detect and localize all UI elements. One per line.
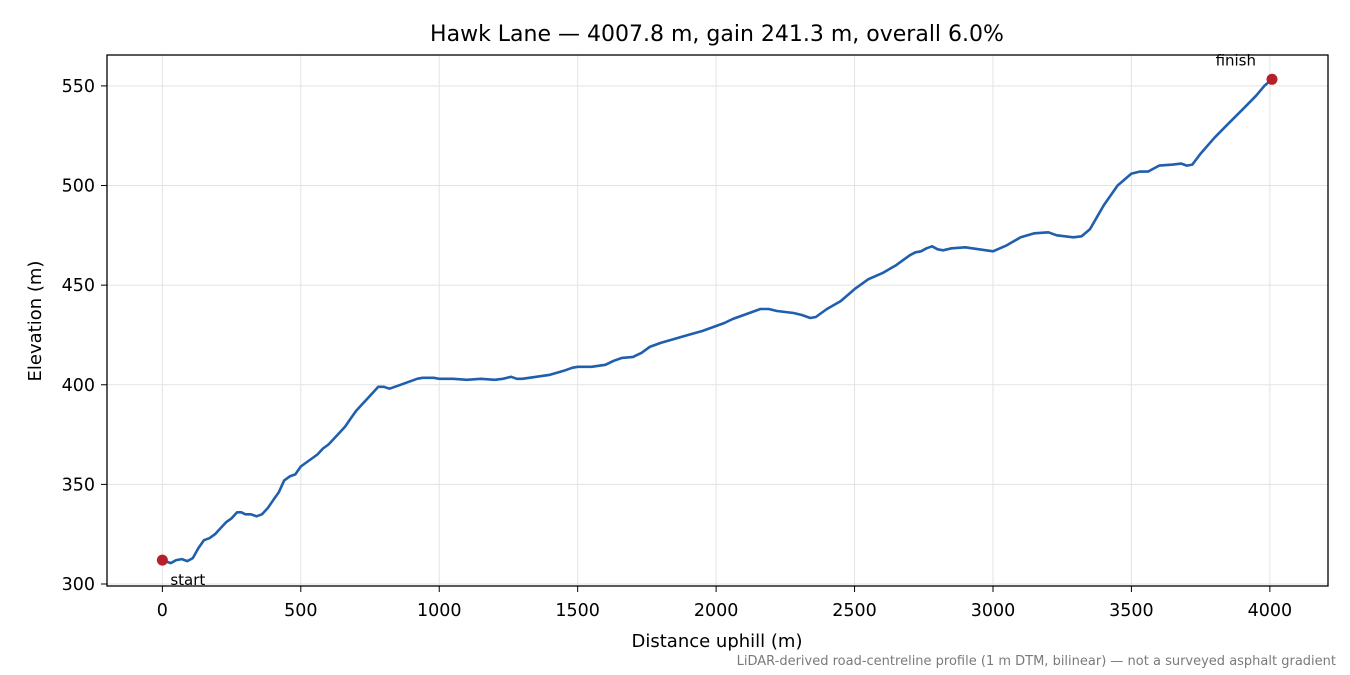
axis-ticks: 0 500 1000 1500 2000 2500 3000 3500 4000 300 350 40… <box>62 77 1293 621</box>
x-tick-label: 2500 <box>832 601 877 621</box>
plot-area: start finish <box>156 51 1278 589</box>
start-marker <box>156 554 168 566</box>
y-tick-label: 400 <box>62 376 95 396</box>
x-tick-label: 0 <box>157 601 168 621</box>
x-axis-label: Distance uphill (m) <box>632 631 803 652</box>
x-tick-label: 4000 <box>1248 601 1293 621</box>
x-tick-label: 1500 <box>555 601 600 621</box>
x-tick-label: 2000 <box>694 601 739 621</box>
x-tick-label: 3500 <box>1109 601 1154 621</box>
x-tick-label: 500 <box>284 601 317 621</box>
y-tick-label: 350 <box>62 475 95 495</box>
x-tick-label: 3000 <box>971 601 1016 621</box>
footnote: LiDAR-derived road-centreline profile (1… <box>737 654 1336 669</box>
plot-frame <box>106 54 1329 587</box>
elevation-line <box>161 78 1274 565</box>
y-tick-label: 450 <box>62 276 95 296</box>
x-tick-label: 1000 <box>417 601 462 621</box>
gridlines <box>107 55 1328 586</box>
y-tick-label: 500 <box>62 177 95 197</box>
start-label: start <box>170 571 205 589</box>
finish-marker <box>1266 73 1278 85</box>
chart-title: Hawk Lane — 4007.8 m, gain 241.3 m, over… <box>430 22 1004 47</box>
y-tick-label: 550 <box>62 77 95 97</box>
y-tick-label: 300 <box>62 575 95 595</box>
y-axis-label: Elevation (m) <box>25 261 46 382</box>
finish-label: finish <box>1216 51 1256 69</box>
